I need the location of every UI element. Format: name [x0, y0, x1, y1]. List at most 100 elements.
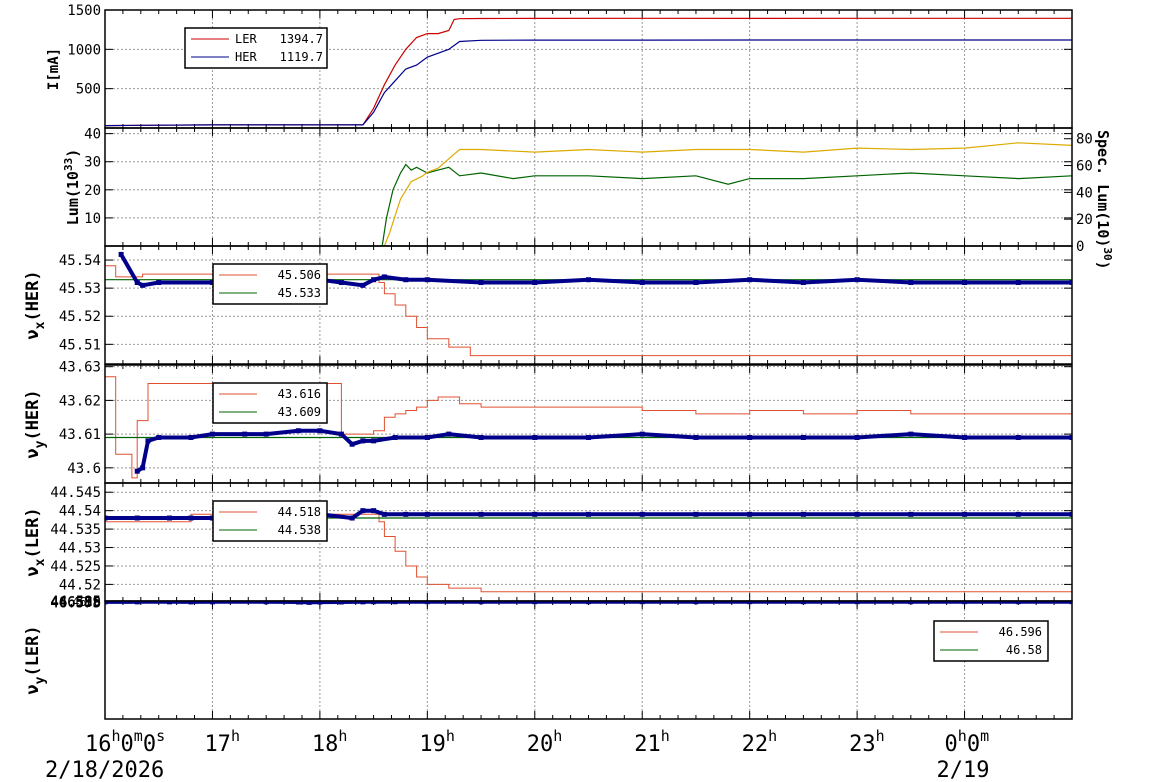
y-axis-label-rest: (LER): [23, 507, 43, 558]
x-tick-label: 0h0m: [945, 727, 990, 757]
legend-value: 45.533: [278, 286, 321, 300]
panel-3: 45.51 45.52 45.53 45.54 νx(HER) 45.506 45.533: [23, 245, 1073, 365]
x-tick-unit: s: [156, 727, 165, 745]
y-axis-label-sub: x: [33, 321, 48, 329]
x-tick-unit: h: [768, 727, 777, 745]
panel-frame: [104, 245, 1073, 365]
x-tick-value: 0: [945, 732, 958, 757]
y-axis-label-nu: ν: [23, 448, 43, 458]
legend: 45.506 45.533: [212, 263, 328, 305]
y-tick-label: 44.54: [59, 504, 101, 520]
y-axis-label: Lum(1033): [62, 149, 82, 225]
y-axis-label: I[mA]: [46, 48, 62, 90]
series-line-HER: [105, 39, 1072, 127]
y2-axis-label-end: ): [1094, 261, 1112, 270]
y-axis-label-rest: (LER): [23, 625, 43, 676]
x-tick-label: 16h0m0s: [85, 727, 165, 757]
x-tick-value: 0: [121, 732, 134, 757]
series-line-Spec. Lum: [383, 142, 1072, 246]
x-tick-unit: h: [876, 727, 885, 745]
legend-box: [212, 263, 328, 305]
y-tick-label: 500: [76, 82, 101, 98]
x-tick-label: 20h: [527, 727, 563, 757]
x-tick-value: 22: [742, 732, 769, 757]
y-axis-label: νy(HER): [23, 389, 48, 458]
x-tick-label: 18h: [312, 727, 348, 757]
y2-tick-label: 80: [1076, 132, 1093, 148]
legend-box: [212, 382, 328, 424]
x-tick-unit: h: [446, 727, 455, 745]
x-tick-value: 23: [849, 732, 876, 757]
legend-box: [184, 27, 328, 69]
x-date-label: 2/18/2026: [45, 758, 164, 782]
series-group: [381, 142, 1072, 246]
x-tick-unit: h: [958, 727, 967, 745]
y-axis-label-rest: (HER): [23, 389, 43, 440]
legend-value: 43.609: [278, 405, 321, 419]
panel-frame: [104, 127, 1073, 247]
y-tick-label: 46.595: [50, 594, 101, 610]
x-tick-label: 22h: [742, 727, 778, 757]
legend: 46.596 46.58: [933, 620, 1049, 662]
series-group: [105, 376, 1072, 479]
x-tick-unit: h: [661, 727, 670, 745]
x-tick-label: 17h: [204, 727, 240, 757]
x-tick-label: 23h: [849, 727, 885, 757]
y-tick-label: 44.515: [50, 594, 101, 610]
x-tick-value: 18: [312, 732, 339, 757]
y-tick-label: 43.6: [67, 461, 101, 477]
legend-value: 1394.7: [280, 32, 323, 46]
y2-axis-label-exp: 30: [1101, 247, 1114, 260]
y-tick-label: 10: [84, 211, 101, 227]
legend: 44.518 44.538: [212, 500, 328, 542]
y-axis-label-sub: x: [33, 558, 48, 566]
y-tick-label: 44.545: [50, 485, 101, 501]
legend-value: 1119.7: [280, 50, 323, 64]
y-axis-label-nu: ν: [23, 329, 43, 339]
x-tick-label: 21h: [634, 727, 670, 757]
series-group: [105, 17, 1072, 127]
series-line-Lum: [381, 163, 1072, 246]
y-tick-label: 46.585: [50, 595, 101, 611]
legend: 43.616 43.609: [212, 382, 328, 424]
y-tick-label: 46.59: [59, 595, 101, 611]
y-axis-label-sub: y: [33, 676, 48, 684]
y-tick-label: 43.61: [59, 427, 101, 443]
legend-box: [933, 620, 1049, 662]
y-axis-label-nu: ν: [23, 684, 43, 694]
series-line-set: [105, 376, 1072, 479]
panel-1: 500 1000 1500 I[mA] LER 1394.7 HER 1119.7: [46, 3, 1073, 129]
y-tick-label: 46.6: [72, 595, 101, 609]
panel-5: 44.5244.52544.5344.53544.5444.545νx(LER)…: [23, 482, 1073, 602]
panel-frame: [104, 600, 1073, 720]
y-axis-label: νx(LER): [23, 507, 48, 576]
y-tick-label: 30: [84, 155, 101, 171]
y-tick-label: 44.52: [59, 577, 101, 593]
y-tick-label: 44.525: [50, 559, 101, 575]
y2-tick-label: 40: [1076, 185, 1093, 201]
x-tick-value: 16: [85, 732, 112, 757]
y-axis-label-end: ): [64, 149, 82, 158]
y-tick-label: 46.58: [59, 595, 101, 611]
y-tick-label: 45.52: [59, 309, 101, 325]
x-tick-unit: m: [134, 727, 143, 745]
x-tick-value: 19: [419, 732, 446, 757]
y-axis-label-nu: ν: [23, 566, 43, 576]
y2-tick-label: 0: [1076, 239, 1084, 255]
y-tick-label: 43.63: [59, 360, 101, 376]
y-tick-label: 44.535: [50, 522, 101, 538]
x-tick-value: 21: [634, 732, 661, 757]
y-axis-label: νy(LER): [23, 625, 48, 694]
series-line-set: [105, 513, 1072, 593]
x-tick-value: 0: [143, 732, 156, 757]
legend-value: 44.518: [278, 505, 321, 519]
legend-name: LER: [235, 32, 257, 46]
y-tick-label: 45.53: [59, 281, 101, 297]
legend: LER 1394.7 HER 1119.7: [184, 27, 328, 69]
legend-value: 44.538: [278, 523, 321, 537]
x-tick-unit: h: [338, 727, 347, 745]
y2-tick-label: 60: [1076, 159, 1093, 175]
x-tick-value: 0: [967, 732, 980, 757]
x-tick-label: 19h: [419, 727, 455, 757]
